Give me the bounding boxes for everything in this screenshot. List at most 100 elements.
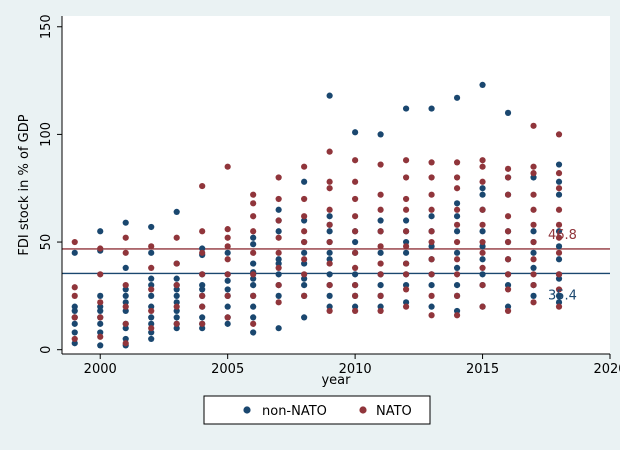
point-nato <box>453 312 461 319</box>
point-nato <box>275 234 282 241</box>
point-non-nato <box>453 249 461 256</box>
point-nato <box>97 245 104 252</box>
point-non-nato <box>326 292 333 299</box>
legend-label-nato: NATO <box>376 404 412 419</box>
point-non-nato <box>275 228 282 235</box>
point-non-nato <box>326 249 333 256</box>
point-nato <box>479 157 486 164</box>
point-nato <box>148 307 155 315</box>
point-non-nato <box>453 307 461 315</box>
point-non-nato <box>326 228 333 235</box>
point-nato <box>224 163 231 170</box>
point-non-nato <box>148 335 155 343</box>
point-non-nato <box>148 303 155 310</box>
point-non-nato <box>377 303 384 310</box>
point-non-nato <box>250 314 257 321</box>
point-nato <box>275 249 282 256</box>
y-axis-ticks: 0 50 100 150 <box>39 14 62 354</box>
point-non-nato <box>275 256 282 263</box>
point-nato <box>173 234 180 241</box>
point-nato <box>326 238 333 246</box>
point-non-nato <box>250 329 257 336</box>
point-nato <box>352 249 359 256</box>
point-nato <box>453 159 461 166</box>
point-nato <box>250 228 257 235</box>
point-non-nato <box>250 275 257 282</box>
point-nato <box>555 221 563 228</box>
point-nato <box>326 307 333 315</box>
point-non-nato <box>301 275 308 282</box>
point-nato <box>555 286 563 293</box>
point-non-nato <box>173 292 180 299</box>
reference-lines <box>62 248 610 275</box>
point-nato <box>402 243 410 250</box>
reference-label-46.8: 46.8 <box>548 228 577 243</box>
point-nato <box>479 178 486 185</box>
point-nato <box>504 191 512 198</box>
x-axis-label: year <box>321 373 351 388</box>
point-nato <box>453 256 461 263</box>
point-nato <box>97 333 104 340</box>
point-non-nato <box>173 307 180 315</box>
point-nato <box>199 249 206 256</box>
point-nato <box>402 157 410 164</box>
point-non-nato <box>97 342 104 349</box>
x-tick-label-2010: 2010 <box>339 362 372 377</box>
point-nato <box>122 340 129 347</box>
point-non-nato <box>377 249 384 256</box>
point-non-nato <box>148 275 155 282</box>
point-non-nato <box>479 271 486 278</box>
point-non-nato <box>479 81 486 88</box>
legend-marker-nato <box>359 406 367 414</box>
point-nato <box>275 264 282 271</box>
point-nato <box>377 191 384 198</box>
point-non-nato <box>352 238 359 246</box>
point-non-nato <box>122 292 129 299</box>
point-non-nato <box>148 249 155 256</box>
point-non-nato <box>224 320 231 327</box>
point-non-nato <box>173 275 180 282</box>
point-non-nato <box>71 329 78 336</box>
point-non-nato <box>479 256 486 263</box>
point-non-nato <box>71 340 78 347</box>
point-nato <box>199 320 206 327</box>
point-nato <box>97 314 104 321</box>
point-non-nato <box>148 320 155 327</box>
reference-line-labels: 46.8 35.4 <box>548 228 577 304</box>
point-non-nato <box>530 292 537 299</box>
point-nato <box>530 282 537 289</box>
data-points <box>71 81 563 349</box>
point-nato <box>504 286 512 293</box>
point-nato <box>479 206 486 213</box>
y-tick-label-100: 100 <box>39 122 54 147</box>
point-nato <box>97 271 104 278</box>
point-nato <box>530 191 537 198</box>
point-nato <box>428 292 435 299</box>
point-non-nato <box>224 303 231 310</box>
point-non-nato <box>326 213 333 220</box>
point-nato <box>148 243 155 250</box>
point-non-nato <box>301 178 308 185</box>
point-non-nato <box>555 178 563 185</box>
point-non-nato <box>173 314 180 321</box>
point-non-nato <box>326 303 333 310</box>
point-non-nato <box>275 292 282 299</box>
point-non-nato <box>530 264 537 271</box>
legend-box <box>203 395 431 425</box>
point-non-nato <box>148 314 155 321</box>
point-nato <box>479 249 486 256</box>
point-non-nato <box>377 217 384 224</box>
point-non-nato <box>97 303 104 310</box>
point-non-nato <box>530 249 537 256</box>
point-nato <box>224 226 231 233</box>
point-non-nato <box>224 286 231 293</box>
point-nato <box>224 234 231 241</box>
point-nato <box>275 174 282 181</box>
point-nato <box>352 195 359 203</box>
point-nato <box>122 249 129 256</box>
point-nato <box>326 206 333 213</box>
point-nato <box>377 292 384 299</box>
point-nato <box>377 206 384 213</box>
point-nato <box>326 185 333 192</box>
